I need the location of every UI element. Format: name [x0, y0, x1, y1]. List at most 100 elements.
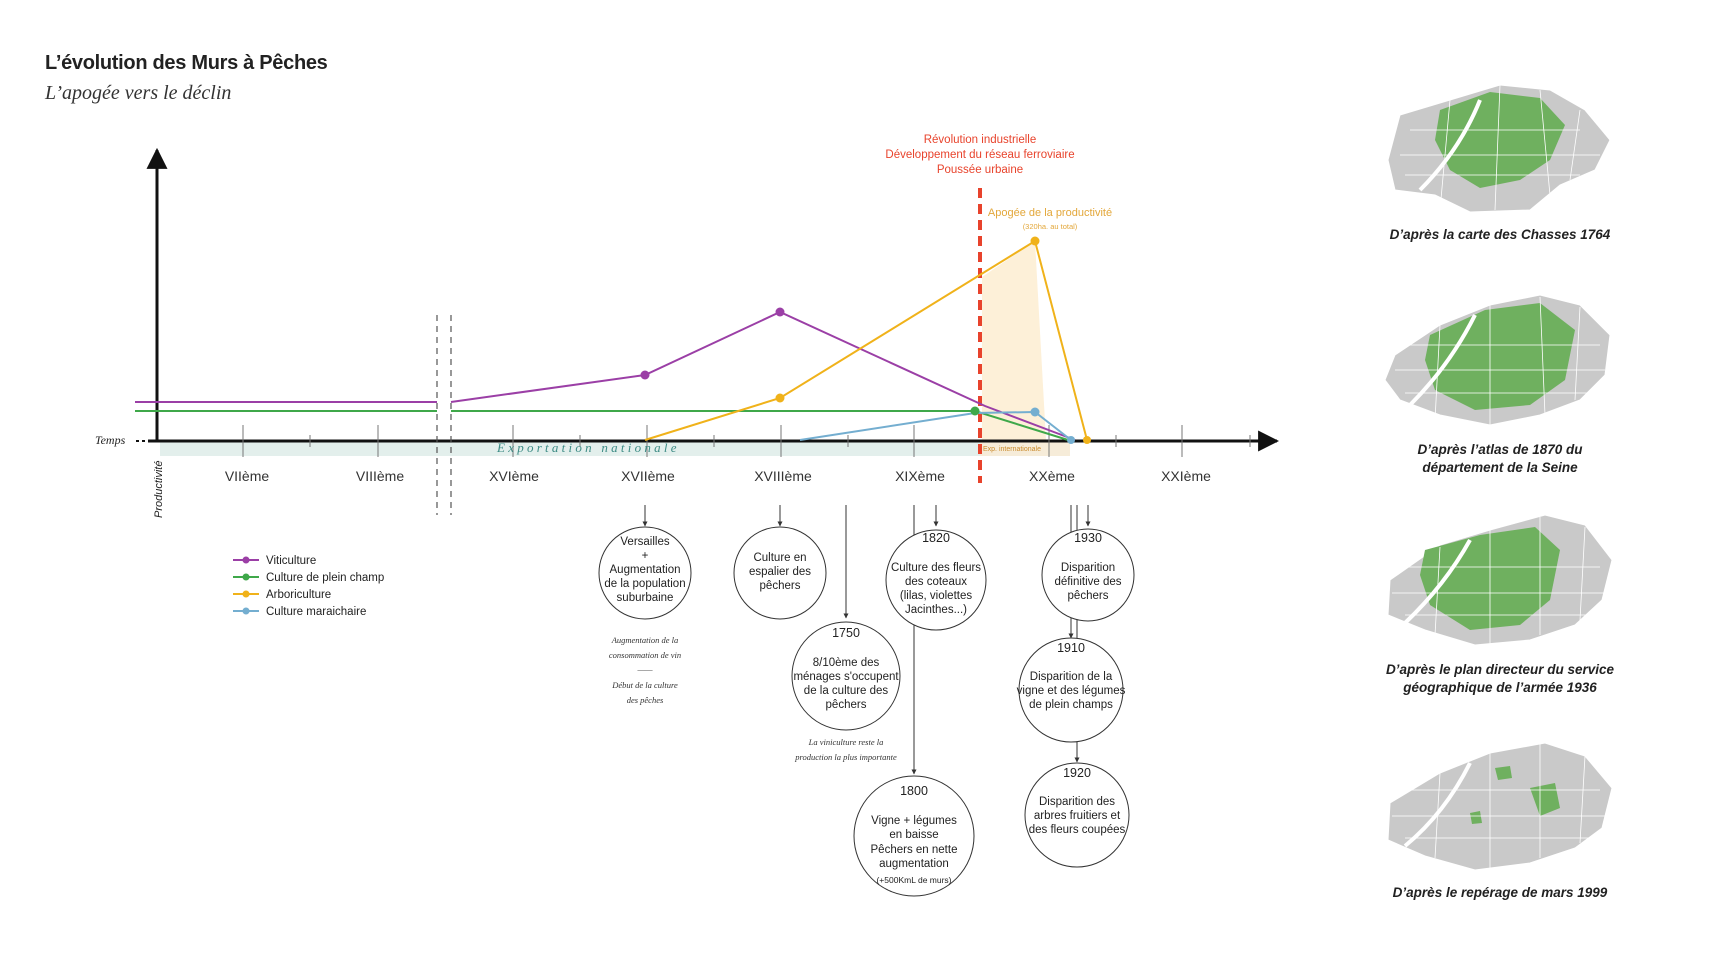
svg-text:(+500KmL de murs): (+500KmL de murs) — [876, 875, 951, 885]
svg-text:Disparition des: Disparition des — [1039, 796, 1115, 808]
legend-label: Viticulture — [266, 555, 316, 567]
page-subtitle: L’apogée vers le déclin — [45, 82, 232, 104]
revolution-text: Révolution industrielle — [924, 134, 1037, 146]
svg-text:+: + — [642, 550, 649, 562]
map-image — [1384, 294, 1611, 426]
export-internationale-label: Exp. internationale — [983, 446, 1041, 453]
century-ticks — [242, 425, 1251, 457]
svg-text:(lilas, violettes: (lilas, violettes — [900, 590, 972, 602]
series-arboriculture-line — [644, 239, 1088, 441]
revolution-text: Développement du réseau ferroviaire — [885, 149, 1074, 161]
svg-text:Disparition de la: Disparition de la — [1030, 671, 1113, 683]
revolution-text: Poussée urbaine — [937, 164, 1023, 176]
note-text: La viniculture reste la — [808, 737, 884, 747]
note-text: production la plus importante — [794, 752, 897, 762]
svg-text:Augmentation: Augmentation — [610, 564, 681, 576]
svg-text:Versailles: Versailles — [620, 536, 669, 548]
century-label: XXème — [1029, 468, 1075, 484]
map-card-1936: D’après le plan directeur du service géo… — [1370, 505, 1630, 697]
note-text: Augmentation de la — [611, 635, 679, 645]
svg-text:des fleurs coupées: des fleurs coupées — [1029, 824, 1126, 836]
svg-text:8/10ème des: 8/10ème des — [813, 657, 880, 669]
export-nationale-label: E x p o r t a t i o n n a t i o n a l e — [496, 440, 677, 455]
event-circle-1820: 1820 Culture des fleurs des coteaux (lil… — [885, 529, 987, 631]
export-nationale-band — [160, 441, 980, 456]
svg-text:Disparition: Disparition — [1061, 562, 1115, 574]
map-image — [1387, 514, 1613, 646]
y-axis-label: Productivité — [153, 461, 165, 518]
point-viticulture-17 — [640, 370, 650, 380]
map-caption: D’après le repérage de mars 1999 — [1392, 885, 1608, 900]
svg-text:arbres fruitiers et: arbres fruitiers et — [1034, 810, 1121, 822]
svg-text:suburbaine: suburbaine — [617, 592, 674, 604]
map-image — [1387, 742, 1613, 871]
legend-item-maraichaire: Culture maraichaire — [233, 606, 366, 618]
legend-label: Culture de plein champ — [266, 572, 384, 584]
svg-text:de plein champs: de plein champs — [1029, 699, 1113, 711]
century-label: XXIème — [1161, 468, 1211, 484]
export-internationale-band — [980, 441, 1070, 456]
century-label: XIXème — [895, 468, 945, 484]
svg-text:Vigne + légumes: Vigne + légumes — [871, 815, 957, 827]
svg-text:Pêchers en nette: Pêchers en nette — [871, 844, 958, 856]
map-caption: D’après la carte des Chasses 1764 — [1389, 227, 1611, 242]
note-text: Début de la culture — [611, 680, 678, 690]
svg-text:en baisse: en baisse — [889, 829, 938, 841]
svg-text:vigne et des légumes: vigne et des légumes — [1017, 685, 1126, 697]
point-arboriculture-18 — [775, 393, 785, 403]
svg-text:1750: 1750 — [832, 626, 860, 640]
svg-text:pêchers: pêchers — [760, 580, 801, 592]
svg-text:définitive des: définitive des — [1054, 576, 1121, 588]
point-viticulture-18 — [775, 307, 785, 317]
event-circle-versailles: Versailles + Augmentation de la populati… — [598, 526, 692, 620]
svg-text:1920: 1920 — [1063, 766, 1091, 780]
legend-label: Arboriculture — [266, 589, 331, 601]
point-arboriculture-end — [1083, 436, 1091, 444]
map-image — [1387, 84, 1611, 213]
map-card-1870: D’après l’atlas de 1870 du département d… — [1370, 285, 1630, 477]
note-separator: —— — [636, 664, 653, 674]
svg-text:Jacinthes...): Jacinthes...) — [905, 604, 967, 616]
point-maraichaire-20 — [1030, 407, 1040, 417]
revolution-annotation: Révolution industrielle Développement du… — [885, 134, 1074, 176]
svg-text:espalier des: espalier des — [749, 566, 811, 578]
svg-text:des coteaux: des coteaux — [905, 576, 967, 588]
century-label: VIIIème — [356, 468, 404, 484]
apogee-note: (320ha. au total) — [1023, 222, 1078, 231]
legend-item-plein-champ: Culture de plein champ — [233, 572, 384, 584]
event-circle-1910: 1910 Disparition de la vigne et des légu… — [1017, 637, 1126, 743]
svg-text:pêchers: pêchers — [826, 699, 867, 711]
svg-text:1820: 1820 — [922, 531, 950, 545]
event-circle-espalier: Culture en espalier des pêchers — [733, 526, 827, 620]
series-maraichaire-line — [799, 410, 1072, 441]
event-circle-1800: 1800 Vigne + légumes en baisse Pêchers e… — [853, 775, 975, 897]
svg-text:de la culture des: de la culture des — [804, 685, 889, 697]
event-circle-1920: 1920 Disparition des arbres fruitiers et… — [1024, 762, 1130, 868]
point-arboriculture-peak — [1030, 236, 1040, 246]
point-plein-champ-19 — [970, 406, 980, 416]
century-labels: VIIème VIIIème XVIème XVIIème XVIIIème X… — [225, 468, 1211, 484]
apogee-area — [982, 241, 1046, 440]
map-card-1999: D’après le repérage de mars 1999 — [1370, 728, 1630, 902]
point-maraichaire-end — [1067, 436, 1075, 444]
svg-text:Culture des fleurs: Culture des fleurs — [891, 562, 981, 574]
svg-text:Culture en: Culture en — [753, 552, 806, 564]
legend-label: Culture maraichaire — [266, 606, 366, 618]
timeline-diagram: Temps Productivité VIIème VIIIème XVIème… — [95, 134, 1280, 897]
century-label: XVIIIème — [754, 468, 812, 484]
page-title: L’évolution des Murs à Pêches — [45, 52, 328, 74]
svg-text:pêchers: pêchers — [1068, 590, 1109, 602]
century-label: XVIIème — [621, 468, 675, 484]
note-text: consommation de vin — [609, 650, 681, 660]
svg-text:ménages s'occupent: ménages s'occupent — [793, 671, 899, 683]
event-circle-1750: 1750 8/10ème des ménages s'occupent de l… — [791, 621, 901, 731]
legend: Viticulture Culture de plein champ Arbor… — [233, 555, 384, 618]
event-circle-1930: 1930 Disparition définitive des pêchers — [1041, 528, 1135, 622]
legend-item-viticulture: Viticulture — [233, 555, 316, 567]
map-card-1764: D’après la carte des Chasses 1764 — [1370, 70, 1630, 244]
note-text: des pêches — [627, 695, 664, 705]
x-axis-label: Temps — [95, 433, 126, 447]
svg-text:1800: 1800 — [900, 784, 928, 798]
svg-text:augmentation: augmentation — [879, 858, 949, 870]
legend-item-arboriculture: Arboriculture — [233, 589, 331, 601]
